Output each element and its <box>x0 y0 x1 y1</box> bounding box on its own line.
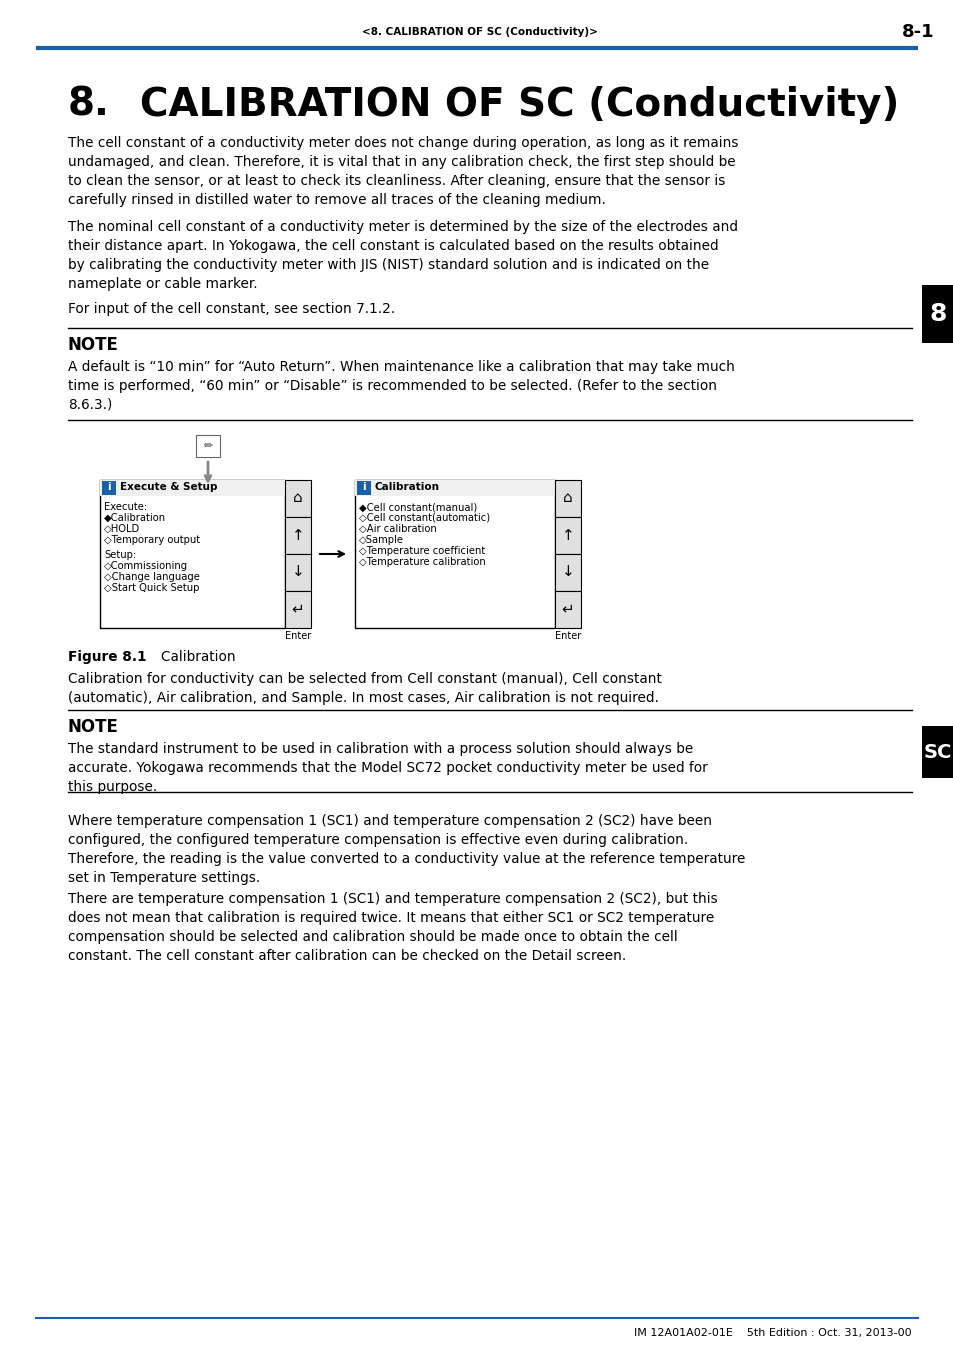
Text: Enter: Enter <box>285 630 311 641</box>
Text: NOTE: NOTE <box>68 718 119 736</box>
Text: 8: 8 <box>928 302 945 325</box>
Text: Figure 8.1: Figure 8.1 <box>68 649 147 664</box>
Text: For input of the cell constant, see section 7.1.2.: For input of the cell constant, see sect… <box>68 302 395 316</box>
Text: Execute & Setup: Execute & Setup <box>120 482 217 493</box>
Text: Execute:: Execute: <box>104 502 147 512</box>
Text: ↓: ↓ <box>561 564 574 579</box>
Text: The standard instrument to be used in calibration with a process solution should: The standard instrument to be used in ca… <box>68 743 707 794</box>
Text: The cell constant of a conductivity meter does not change during operation, as l: The cell constant of a conductivity mete… <box>68 136 738 207</box>
Text: i: i <box>107 482 111 493</box>
Text: SC: SC <box>923 743 951 761</box>
Text: ◇Air calibration: ◇Air calibration <box>358 524 436 535</box>
Text: ◇Change language: ◇Change language <box>104 572 200 582</box>
Text: ↑: ↑ <box>292 528 304 543</box>
Text: i: i <box>362 482 365 493</box>
Bar <box>355 481 555 495</box>
Bar <box>921 726 953 778</box>
Bar <box>355 481 555 628</box>
Text: Where temperature compensation 1 (SC1) and temperature compensation 2 (SC2) have: Where temperature compensation 1 (SC1) a… <box>68 814 744 884</box>
Text: There are temperature compensation 1 (SC1) and temperature compensation 2 (SC2),: There are temperature compensation 1 (SC… <box>68 892 717 963</box>
Bar <box>285 481 311 517</box>
Text: ◇Temperature coefficient: ◇Temperature coefficient <box>358 545 485 556</box>
Text: <8. CALIBRATION OF SC (Conductivity)>: <8. CALIBRATION OF SC (Conductivity)> <box>362 27 598 36</box>
Bar <box>356 481 371 495</box>
Text: A default is “10 min” for “Auto Return”. When maintenance like a calibration tha: A default is “10 min” for “Auto Return”.… <box>68 360 734 412</box>
Bar <box>285 517 311 553</box>
Text: ↵: ↵ <box>561 602 574 617</box>
Text: ⌂: ⌂ <box>562 490 572 505</box>
Text: The nominal cell constant of a conductivity meter is determined by the size of t: The nominal cell constant of a conductiv… <box>68 220 738 290</box>
Text: Enter: Enter <box>555 630 580 641</box>
Text: ◇Commissioning: ◇Commissioning <box>104 562 188 571</box>
Bar <box>100 481 285 495</box>
Text: Calibration: Calibration <box>375 482 439 493</box>
Text: IM 12A01A02-01E    5th Edition : Oct. 31, 2013-00: IM 12A01A02-01E 5th Edition : Oct. 31, 2… <box>634 1328 911 1338</box>
Bar <box>102 481 116 495</box>
Text: ↵: ↵ <box>292 602 304 617</box>
Text: ◇Cell constant(automatic): ◇Cell constant(automatic) <box>358 513 490 522</box>
Text: ◇Temperature calibration: ◇Temperature calibration <box>358 558 485 567</box>
Text: 8-1: 8-1 <box>901 23 933 40</box>
Bar <box>285 554 311 591</box>
Text: NOTE: NOTE <box>68 336 119 354</box>
Text: ↑: ↑ <box>561 528 574 543</box>
Bar <box>555 517 580 553</box>
Bar <box>921 285 953 343</box>
Text: ◇Temporary output: ◇Temporary output <box>104 535 200 545</box>
Text: ◆Calibration: ◆Calibration <box>104 513 166 522</box>
Bar <box>555 481 580 517</box>
Text: Calibration for conductivity can be selected from Cell constant (manual), Cell c: Calibration for conductivity can be sele… <box>68 672 661 705</box>
Bar <box>285 591 311 628</box>
Text: 8.: 8. <box>68 86 110 124</box>
Text: ◆Cell constant(manual): ◆Cell constant(manual) <box>358 502 476 512</box>
Text: ◇Sample: ◇Sample <box>358 535 403 545</box>
Bar <box>555 591 580 628</box>
Text: ◇HOLD: ◇HOLD <box>104 524 140 535</box>
Text: CALIBRATION OF SC (Conductivity): CALIBRATION OF SC (Conductivity) <box>140 86 899 124</box>
Text: ↓: ↓ <box>292 564 304 579</box>
Text: ⌂: ⌂ <box>293 490 302 505</box>
Bar <box>100 481 285 628</box>
Text: ◇Start Quick Setup: ◇Start Quick Setup <box>104 583 199 593</box>
Bar <box>195 435 220 458</box>
Text: Setup:: Setup: <box>104 549 136 560</box>
Text: Calibration: Calibration <box>126 649 235 664</box>
Text: ✏: ✏ <box>203 441 213 451</box>
Bar <box>555 554 580 591</box>
